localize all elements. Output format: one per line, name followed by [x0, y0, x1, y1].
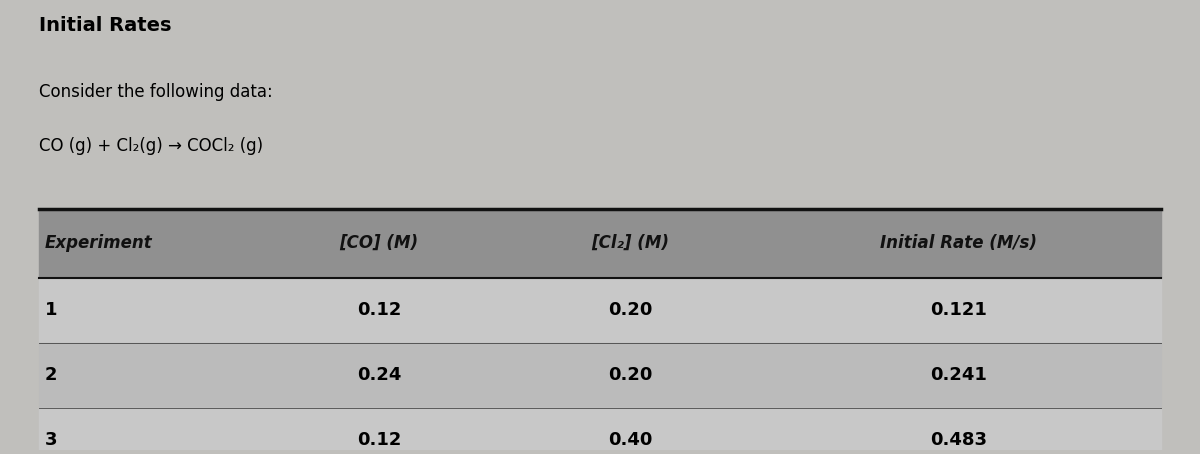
Text: 0.121: 0.121: [930, 301, 986, 319]
Text: 0.20: 0.20: [607, 301, 652, 319]
Text: 0.483: 0.483: [930, 431, 986, 449]
Text: 0.20: 0.20: [607, 366, 652, 384]
Text: [Cl₂] (M): [Cl₂] (M): [590, 234, 668, 252]
Text: CO (g) + Cl₂(g) → COCl₂ (g): CO (g) + Cl₂(g) → COCl₂ (g): [38, 137, 263, 155]
Text: Initial Rate (M/s): Initial Rate (M/s): [880, 234, 1037, 252]
Text: Consider the following data:: Consider the following data:: [38, 83, 272, 101]
Text: 0.12: 0.12: [356, 431, 401, 449]
Text: 0.12: 0.12: [356, 301, 401, 319]
Text: 3: 3: [44, 431, 58, 449]
Text: Experiment: Experiment: [44, 234, 152, 252]
Text: 0.241: 0.241: [930, 366, 986, 384]
Text: 1: 1: [44, 301, 58, 319]
Text: 0.24: 0.24: [356, 366, 401, 384]
Text: [CO] (M): [CO] (M): [340, 234, 419, 252]
Text: 2: 2: [44, 366, 58, 384]
Text: Initial Rates: Initial Rates: [38, 16, 172, 35]
Text: 0.40: 0.40: [607, 431, 652, 449]
